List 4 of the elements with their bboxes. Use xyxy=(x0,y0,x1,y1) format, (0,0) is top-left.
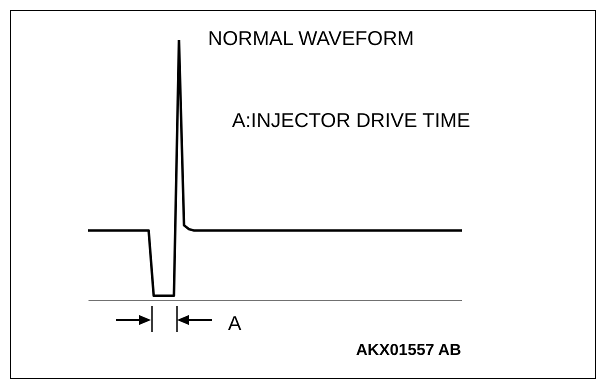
text: AKX01557 AB xyxy=(356,342,462,359)
text: A xyxy=(228,313,242,335)
annotation: A:INJECTOR DRIVE TIME xyxy=(232,110,470,132)
chart-title: NORMAL WAVEFORM xyxy=(208,28,414,50)
